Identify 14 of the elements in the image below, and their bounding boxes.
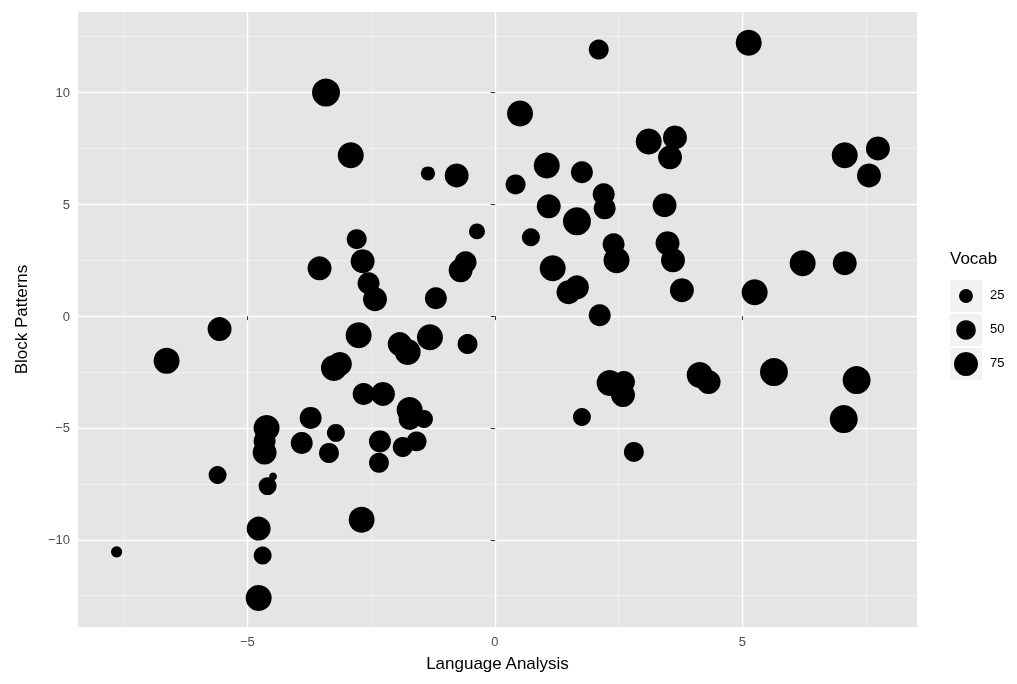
y-tick-label: −10 bbox=[47, 532, 70, 548]
y-axis-title: Block Patterns bbox=[12, 264, 31, 375]
y-tick-label: 0 bbox=[62, 308, 70, 324]
x-axis-title: Language Analysis bbox=[426, 654, 569, 673]
legend-label: 50 bbox=[990, 321, 1005, 336]
y-tick-label: −5 bbox=[55, 420, 70, 436]
legend-title: Vocab bbox=[950, 249, 998, 268]
x-tick-label: 0 bbox=[491, 634, 499, 649]
y-tick-label: 10 bbox=[55, 85, 70, 101]
x-tick-label: −5 bbox=[239, 634, 255, 649]
legend-label: 25 bbox=[990, 287, 1005, 302]
y-tick-label: 5 bbox=[62, 196, 70, 212]
x-tick-label: 5 bbox=[738, 634, 746, 649]
legend-label: 75 bbox=[990, 355, 1005, 370]
